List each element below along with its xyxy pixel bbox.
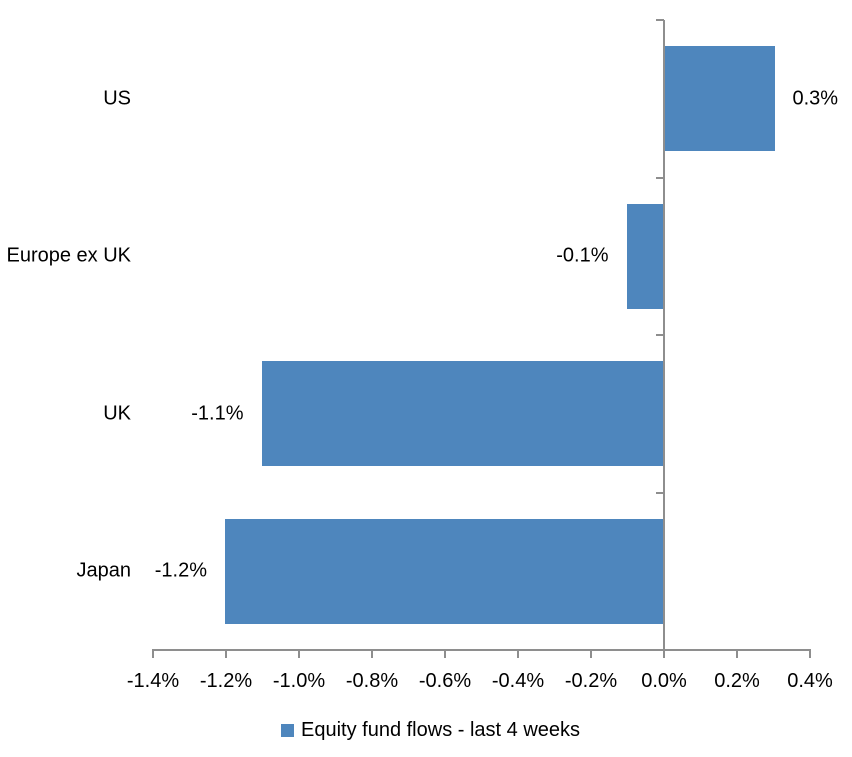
legend-swatch-icon [281, 723, 294, 737]
x-axis-tick [809, 651, 811, 658]
bar-japan [225, 518, 663, 624]
x-axis-tick [225, 651, 227, 658]
data-label-europe-ex-uk: -0.1% [556, 244, 609, 267]
x-axis-tick-label: 0.4% [787, 670, 833, 692]
data-label-japan: -1.2% [154, 559, 207, 582]
x-axis-tick [663, 651, 665, 658]
x-axis-tick-label: -1.2% [199, 670, 253, 692]
category-label-japan: Japan [76, 559, 132, 582]
x-axis-tick-label: -1.4% [126, 670, 180, 692]
x-axis-tick-label: -0.6% [418, 670, 472, 692]
x-axis-tick [517, 651, 519, 658]
bar-uk [261, 361, 663, 467]
y-axis-tick [656, 491, 664, 494]
y-axis-tick [656, 649, 664, 651]
y-axis-tick [656, 334, 664, 336]
legend: Equity fund flows - last 4 weeks [281, 717, 580, 743]
x-axis-tick [736, 651, 738, 658]
x-axis-tick-label: -0.8% [345, 670, 399, 692]
category-label-us: US [103, 87, 131, 110]
data-label-uk: -1.1% [191, 402, 244, 425]
y-axis-tick [656, 19, 664, 21]
x-axis-tick-label: 0.0% [641, 670, 687, 692]
x-axis-tick [590, 651, 592, 658]
category-label-europe-ex-uk: Europe ex UK [6, 244, 131, 267]
x-axis-tick [371, 651, 373, 658]
legend-label: Equity fund flows - last 4 weeks [301, 718, 581, 741]
category-label-uk: UK [103, 402, 131, 425]
bar-europe-ex-uk [626, 203, 663, 309]
x-axis-tick-label: -0.2% [564, 670, 618, 692]
y-axis-tick [656, 176, 664, 179]
x-axis-line [152, 649, 811, 651]
x-axis-tick-label: -1.0% [272, 670, 326, 692]
x-axis-tick [152, 651, 154, 658]
x-axis-tick-label: -0.4% [491, 670, 545, 692]
x-axis-tick [444, 651, 446, 658]
x-axis-tick [298, 651, 300, 658]
data-label-us: 0.3% [792, 87, 839, 110]
y-axis-line [663, 20, 665, 656]
x-axis-tick-label: 0.2% [714, 670, 760, 692]
bar-us [665, 46, 775, 152]
